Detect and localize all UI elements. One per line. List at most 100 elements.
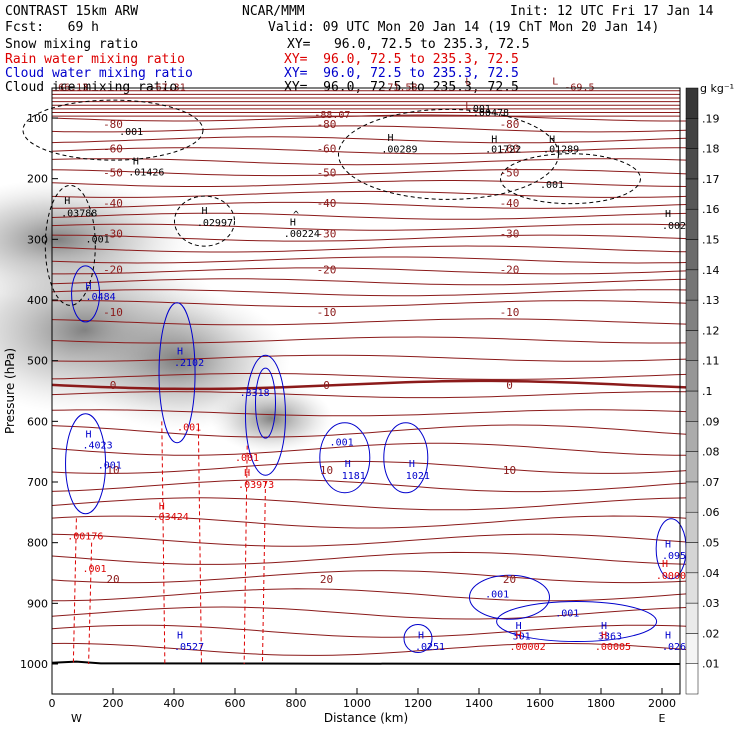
isotherm-line xyxy=(51,201,687,209)
cloud-water-label: H xyxy=(665,631,671,642)
rain-contour xyxy=(88,542,93,665)
colorbar: .01 .02 .03 .04 .05 .06 .07 .08 .09 .1 .11 .12 .13 .1… xyxy=(685,82,734,695)
rain-label: .00007 xyxy=(656,571,692,582)
west-endpoint-label: W xyxy=(71,712,82,725)
cloud-water-label: .4023 xyxy=(83,441,113,452)
snow-ice-label: .002 xyxy=(662,221,686,232)
isotherm-label: -20 xyxy=(500,264,520,277)
cloud-water-contour xyxy=(496,601,658,643)
y-tick-label: 1000 xyxy=(20,658,48,671)
isotherm-line xyxy=(51,606,687,620)
cloud-water-label: .026 xyxy=(662,642,686,653)
isotherm-line xyxy=(51,624,687,638)
y-tick-label: 700 xyxy=(27,476,48,489)
y-tick-label: 500 xyxy=(27,355,48,368)
isotherm-line xyxy=(51,391,687,399)
isotherm-line xyxy=(51,234,687,242)
snow-ice-label: .001 xyxy=(86,234,110,245)
cloud-water-label: .0953 xyxy=(662,551,692,562)
snow-shade-region xyxy=(210,383,333,454)
x-tick-label: 0 xyxy=(49,697,56,710)
rain-label: H xyxy=(662,559,668,570)
rain-label: .00176 xyxy=(67,532,103,543)
cloud-water-label: .001 xyxy=(98,461,122,472)
stratosphere-label: -88.07 xyxy=(314,110,350,121)
surface-line xyxy=(51,660,681,665)
rain-label: H xyxy=(516,631,522,642)
colorbar-tick-label: .14 xyxy=(702,264,720,277)
colorbar-tick-label: .02 xyxy=(702,627,720,640)
isotherm-label: -20 xyxy=(317,264,337,277)
legend-cloudwater-xy: XY= 96.0, 72.5 to 235.3, 72.5 xyxy=(284,66,519,81)
rain-label: .001 xyxy=(235,453,259,464)
cloud-water-label: .3318 xyxy=(240,388,270,399)
org-label: NCAR/MMM xyxy=(242,4,305,19)
x-tick-label: 1400 xyxy=(465,697,493,710)
legend-rain-name: Rain water mixing ratio xyxy=(5,52,186,67)
colorbar-tick-label: .05 xyxy=(702,537,720,550)
colorbar-swatch xyxy=(685,239,699,271)
y-tick-label: 800 xyxy=(27,537,48,550)
rain-label: .001 xyxy=(177,422,201,433)
snow-ice-label: H xyxy=(201,206,207,217)
isotherm-label: -80 xyxy=(103,118,123,131)
x-tick-label: 200 xyxy=(103,697,124,710)
cloud-water-contour xyxy=(65,413,107,515)
x-tick-label: 800 xyxy=(286,697,307,710)
snow-ice-label: .02997 xyxy=(197,218,233,229)
x-tick-label: 1600 xyxy=(526,697,554,710)
x-tick-label: 1200 xyxy=(404,697,432,710)
rain-contour xyxy=(261,481,266,665)
isotherm-line xyxy=(51,354,687,362)
colorbar-swatch xyxy=(685,299,699,331)
isotherm-line xyxy=(51,180,687,187)
colorbar-swatch xyxy=(685,602,699,634)
cloud-water-label: 1021 xyxy=(406,471,430,482)
init-time: Init: 12 UTC Fri 17 Jan 14 xyxy=(510,4,714,19)
isotherm-label: -30 xyxy=(317,227,337,240)
cloud-water-label: H xyxy=(601,621,607,632)
snow-ice-label: .001 xyxy=(467,104,491,115)
colorbar-tick-label: .09 xyxy=(702,415,720,428)
colorbar-swatch xyxy=(685,269,699,301)
snow-ice-label: .00289 xyxy=(381,145,417,156)
cloud-water-label: 301 xyxy=(513,632,531,643)
isotherm-label: -40 xyxy=(500,197,520,210)
cloud-water-contour xyxy=(655,518,687,580)
cloud-water-contour xyxy=(383,422,429,494)
isotherm-line xyxy=(52,588,687,602)
cloud-water-contour xyxy=(403,624,433,654)
y-tick-label: 100 xyxy=(27,112,48,125)
cloud-water-label: H xyxy=(177,631,183,642)
colorbar-tick-label: .08 xyxy=(702,446,720,459)
cloud-water-label: 1181 xyxy=(342,471,366,482)
cloud-water-contour xyxy=(245,354,286,476)
colorbar-tick-label: .17 xyxy=(702,173,720,186)
colorbar-units: g kg⁻¹ xyxy=(700,82,734,95)
colorbar-tick-label: .07 xyxy=(702,476,720,489)
cloud-ice-contour xyxy=(174,195,235,247)
snow-ice-label: .001 xyxy=(540,180,564,191)
stratosphere-label: L xyxy=(552,77,558,88)
colorbar-swatch xyxy=(685,118,699,149)
stratosphere-label: L xyxy=(465,77,471,88)
isotherm-label: -10 xyxy=(103,306,123,319)
colorbar-swatch xyxy=(685,390,699,422)
cloud-water-label: .001 xyxy=(330,438,354,449)
isotherm-label: -20 xyxy=(103,264,123,277)
isotherm-line xyxy=(51,169,687,177)
snow-ice-label: .00224 xyxy=(284,229,320,240)
cloud-water-label: .0527 xyxy=(174,642,204,653)
isotherm-line xyxy=(51,223,687,231)
colorbar-swatch xyxy=(685,542,699,574)
cloud-water-label: H xyxy=(409,459,415,470)
cloud-water-label: H xyxy=(345,459,351,470)
cloud-water-label: 3363 xyxy=(598,632,622,643)
isotherm-label: -40 xyxy=(317,197,337,210)
isotherm-label: -60 xyxy=(317,142,337,155)
colorbar-tick-label: .19 xyxy=(702,112,720,125)
snow-ice-label: .03788 xyxy=(61,208,97,219)
valid-time: Valid: 09 UTC Mon 20 Jan 14 (19 ChT Mon … xyxy=(268,20,660,35)
cloud-ice-contour xyxy=(500,153,641,205)
colorbar-tick-label: .11 xyxy=(702,355,720,368)
